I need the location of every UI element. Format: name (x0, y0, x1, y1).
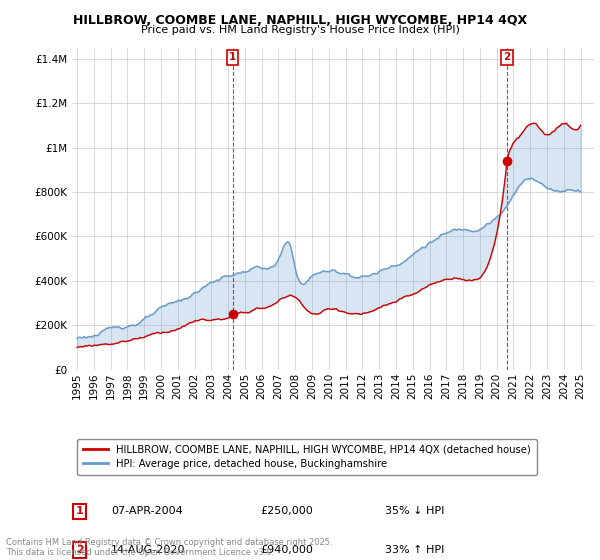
Text: 35% ↓ HPI: 35% ↓ HPI (385, 506, 445, 516)
Text: 1: 1 (76, 506, 84, 516)
Text: £940,000: £940,000 (260, 545, 313, 555)
Text: £250,000: £250,000 (260, 506, 313, 516)
Text: 2: 2 (76, 545, 84, 555)
Text: HILLBROW, COOMBE LANE, NAPHILL, HIGH WYCOMBE, HP14 4QX: HILLBROW, COOMBE LANE, NAPHILL, HIGH WYC… (73, 14, 527, 27)
Text: 1: 1 (229, 53, 236, 62)
Text: 07-APR-2004: 07-APR-2004 (111, 506, 183, 516)
Text: 14-AUG-2020: 14-AUG-2020 (111, 545, 185, 555)
Text: Contains HM Land Registry data © Crown copyright and database right 2025.
This d: Contains HM Land Registry data © Crown c… (6, 538, 332, 557)
Text: Price paid vs. HM Land Registry's House Price Index (HPI): Price paid vs. HM Land Registry's House … (140, 25, 460, 35)
Text: 2: 2 (503, 53, 511, 62)
Text: 33% ↑ HPI: 33% ↑ HPI (385, 545, 445, 555)
Legend: HILLBROW, COOMBE LANE, NAPHILL, HIGH WYCOMBE, HP14 4QX (detached house), HPI: Av: HILLBROW, COOMBE LANE, NAPHILL, HIGH WYC… (77, 439, 537, 475)
